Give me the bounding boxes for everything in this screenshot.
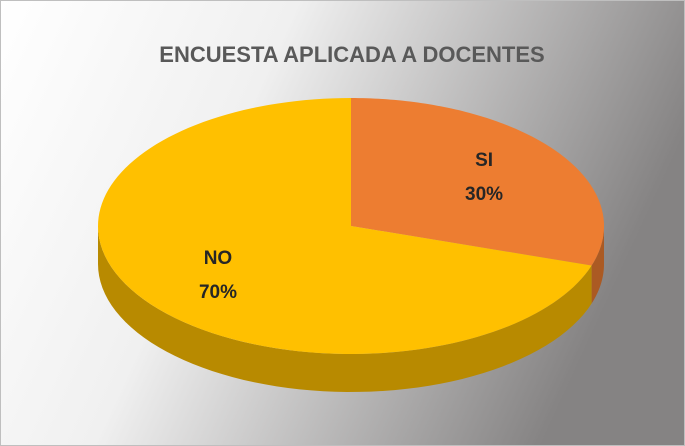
- slice: [98, 98, 592, 354]
- data-label-name: SI: [475, 150, 493, 171]
- chart-title: ENCUESTA APLICADA A DOCENTES: [159, 42, 544, 67]
- data-label-value: 70%: [199, 282, 237, 303]
- slice: [351, 98, 604, 266]
- data-label-name: NO: [204, 248, 233, 269]
- slice-side: [591, 226, 604, 304]
- slice-side: [98, 226, 592, 392]
- data-label-value: 30%: [465, 184, 503, 205]
